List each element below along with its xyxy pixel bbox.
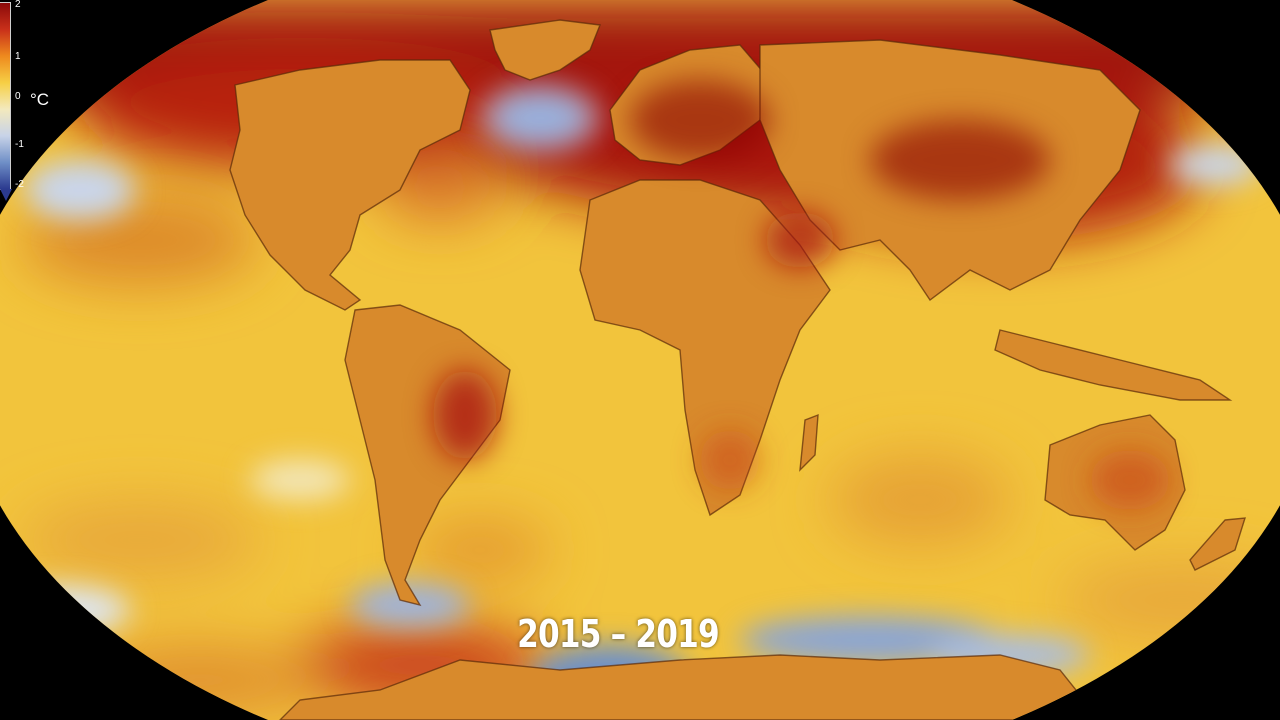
landmass-greenland [489, 19, 601, 81]
landmass-north-america [229, 59, 471, 311]
legend-unit: °C [30, 90, 50, 109]
legend-tick-neg2: -2 [15, 179, 24, 190]
landmass-antarctica [278, 654, 1102, 720]
landmass-new-zealand [1189, 517, 1246, 571]
legend-color-scale [0, 2, 11, 190]
year-range-label: 2015 – 2019 [517, 612, 720, 656]
legend-tick-2: 2 [15, 0, 21, 10]
temperature-legend: 2 1 0 -1 -2 °C [0, 0, 60, 210]
landmass-indonesia [994, 329, 1233, 401]
legend-tick-1: 1 [15, 51, 21, 62]
landmass-madagascar [799, 413, 819, 472]
legend-tick-0: 0 [15, 91, 21, 102]
legend-tick-neg1: -1 [15, 139, 24, 150]
legend-arrow-icon [0, 189, 12, 201]
land-hotspot-layer [433, 80, 1170, 510]
